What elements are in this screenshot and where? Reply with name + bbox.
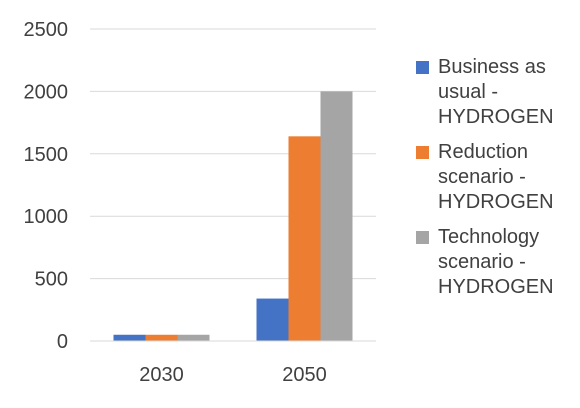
bars [113, 91, 353, 342]
legend-swatch [416, 61, 429, 74]
legend-label: Reduction scenario - HYDROGEN [438, 141, 554, 213]
bar [145, 334, 178, 341]
y-tick-label: 1000 [24, 206, 69, 228]
bar [177, 334, 210, 341]
bar [113, 334, 146, 341]
x-tick-label: 2030 [139, 364, 184, 386]
y-tick-label: 500 [35, 269, 68, 291]
legend-item-business-as-usual: Business as usual - HYDROGEN [416, 55, 576, 130]
legend-swatch [416, 146, 429, 159]
x-tick-label: 2050 [282, 364, 327, 386]
bar [320, 91, 353, 342]
legend-label: Technology scenario - HYDROGEN [438, 226, 554, 298]
bar [256, 298, 289, 341]
bar [288, 136, 321, 341]
legend-swatch [416, 231, 429, 244]
legend-item-reduction-scenario: Reduction scenario - HYDROGEN [416, 140, 576, 215]
legend-label: Business as usual - HYDROGEN [438, 56, 554, 128]
y-tick-label: 2500 [24, 19, 69, 41]
y-tick-label: 1500 [24, 144, 69, 166]
axes: 0 500 1000 1500 2000 2500 2030 2050 [24, 19, 376, 386]
legend: Business as usual - HYDROGEN Reduction s… [416, 55, 576, 310]
y-tick-label: 2000 [24, 81, 69, 103]
legend-item-technology-scenario: Technology scenario - HYDROGEN [416, 225, 576, 300]
y-tick-label: 0 [57, 331, 68, 353]
